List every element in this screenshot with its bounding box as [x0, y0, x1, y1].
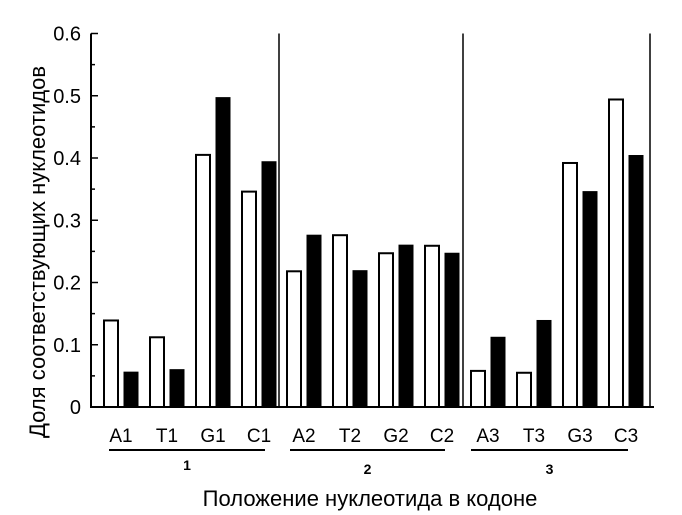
category-label: G2 [383, 426, 408, 447]
category-label: A1 [109, 426, 132, 447]
x-axis-label: Положение нуклеотида в кодоне [202, 486, 538, 511]
bar-black-T1 [169, 369, 185, 408]
y-tick-label: 0.5 [53, 86, 81, 108]
bar-black-T3 [536, 319, 552, 408]
bar-white-T2 [332, 234, 348, 408]
category-label: T2 [339, 426, 361, 447]
bar-white-G3 [562, 161, 578, 408]
bar-white-C3 [608, 98, 624, 409]
y-axis-label: Доля соответствующих нуклеотидов [25, 65, 50, 439]
bar-white-T3 [516, 371, 532, 409]
bar-black-G1 [215, 97, 231, 408]
bar-white-A3 [470, 369, 486, 408]
bar-black-T2 [352, 270, 368, 408]
group-label: 2 [364, 461, 372, 477]
bar-white-C2 [424, 244, 440, 408]
bar-white-A2 [286, 270, 302, 409]
bar-white-G2 [378, 252, 394, 408]
y-tick-label: 0.1 [53, 335, 81, 357]
category-label: C1 [247, 426, 271, 447]
category-label: G1 [200, 426, 225, 447]
y-tick-label: 0.3 [53, 210, 81, 232]
bar-black-C2 [444, 252, 460, 408]
bar-black-A2 [306, 234, 322, 408]
bar-white-G1 [195, 153, 211, 408]
category-label: T1 [156, 426, 178, 447]
bar-white-C1 [241, 190, 257, 408]
category-label: C2 [430, 426, 454, 447]
category-label: A3 [476, 426, 499, 447]
bar-black-A3 [490, 336, 506, 408]
y-tick-label: 0 [70, 397, 81, 419]
y-tick-label: 0.2 [53, 273, 81, 295]
category-label: A2 [292, 426, 315, 447]
category-label: T3 [523, 426, 545, 447]
bar-black-C1 [261, 161, 277, 408]
bar-black-G2 [398, 244, 414, 408]
bar-white-T1 [149, 336, 165, 408]
category-label: C3 [614, 426, 638, 447]
group-label: 3 [546, 461, 554, 477]
group-label: 1 [183, 457, 191, 473]
category-label: G3 [567, 426, 592, 447]
y-tick-label: 0.4 [53, 148, 81, 170]
bar-black-G3 [582, 191, 598, 408]
bar-white-A1 [103, 319, 119, 408]
y-tick-label: 0.6 [53, 24, 81, 46]
bar-black-C3 [628, 155, 644, 408]
bar-black-A1 [123, 371, 139, 408]
